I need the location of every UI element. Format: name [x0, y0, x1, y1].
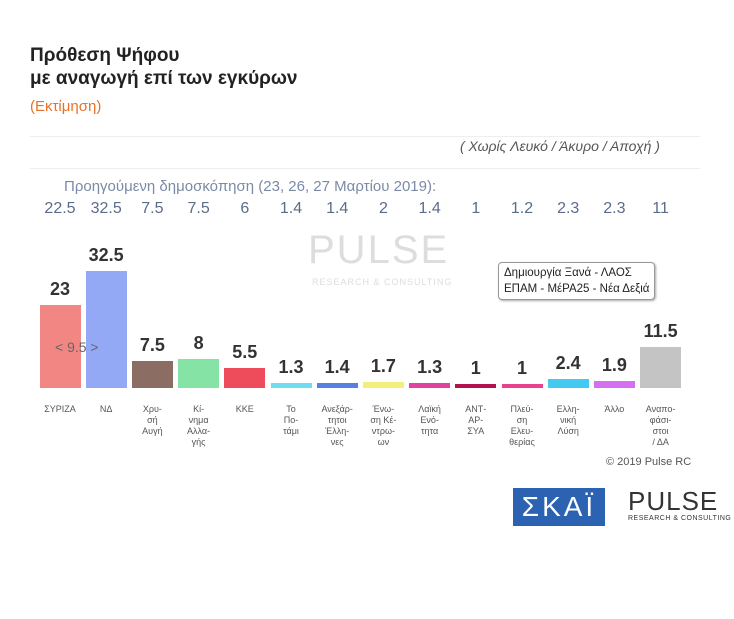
- value-label: 1.3: [278, 357, 304, 378]
- previous-label: Προηγούμενη δημοσκόπηση (23, 26, 27 Μαρτ…: [64, 178, 437, 195]
- grid-rule: [30, 136, 700, 137]
- bar: [455, 384, 497, 388]
- bar: [501, 384, 543, 388]
- value-label: 1.7: [370, 355, 396, 376]
- logo-skai: ΣΚΑΪ: [513, 488, 605, 526]
- copyright: © 2019 Pulse RC: [606, 456, 692, 468]
- chart-subtitle: (Εκτίμηση): [30, 98, 102, 115]
- value-label: 7.5: [139, 335, 165, 355]
- bar: [131, 361, 173, 388]
- bar: [178, 359, 220, 388]
- previous-value: 7.5: [187, 200, 210, 217]
- previous-value: 32.5: [90, 200, 122, 217]
- bar: [547, 379, 589, 388]
- watermark-sub: RESEARCH & CONSULTING: [312, 277, 453, 287]
- bar: [409, 383, 451, 388]
- gap-annotation: < 9.5 >: [55, 339, 99, 355]
- callout: Δημιουργία Ξανά - ΛΑΟΣ ΕΠΑΜ - ΜέΡΑ25 - Ν…: [498, 262, 656, 300]
- value-label: 23: [49, 279, 71, 300]
- previous-value: 6: [240, 200, 250, 217]
- x-tick-label: Ένω- ση Κέ- ντρω- ων: [370, 404, 397, 447]
- value-label: 1.4: [324, 356, 350, 377]
- previous-value: 1.2: [510, 200, 534, 217]
- bar: [270, 383, 312, 388]
- value-label: 1: [470, 358, 481, 379]
- previous-value: 2: [378, 200, 388, 217]
- x-tick-label: Κί- νημα Αλλα- γής: [187, 404, 211, 447]
- x-tick-label: ΑΝΤ- ΑΡ- ΣΥΑ: [465, 404, 487, 436]
- bar: [362, 381, 404, 388]
- x-tick-label: Λαϊκή Ενό- τητα: [418, 404, 441, 436]
- previous-value: 2.3: [603, 200, 626, 217]
- logo-pulse: PULSE: [628, 486, 719, 516]
- previous-value: 1.4: [326, 200, 349, 217]
- watermark: PULSE: [308, 228, 450, 272]
- bar: [224, 368, 266, 388]
- x-tick-label: ΝΔ: [99, 404, 113, 414]
- x-tick-label: Χρυ- σή Αυγή: [142, 404, 163, 436]
- x-tick-label: ΚΚΕ: [235, 404, 254, 414]
- value-label: 1.3: [417, 357, 443, 378]
- previous-value: 7.5: [141, 200, 164, 217]
- previous-value: 22.5: [44, 200, 76, 217]
- value-label: 8: [193, 333, 204, 354]
- x-tick-label: Ελλη- νική Λύση: [556, 404, 580, 436]
- value-label: 32.5: [88, 245, 124, 265]
- grid-rule: [30, 168, 700, 169]
- x-tick-label: ΣΥΡΙΖΑ: [44, 404, 76, 414]
- value-label: 1.9: [601, 355, 627, 376]
- bar: [85, 271, 127, 388]
- x-tick-label: Ανεξάρ- τητοι Έλλη- νες: [321, 404, 353, 447]
- value-label: 1: [516, 358, 527, 379]
- logo-pulse-sub: RESEARCH & CONSULTING: [628, 515, 732, 522]
- value-label: 5.5: [232, 342, 258, 363]
- previous-value: 1.4: [279, 200, 303, 217]
- note: ( Χωρίς Λευκό / Άκυρο / Αποχή ): [460, 138, 660, 154]
- bar: [593, 381, 635, 388]
- value-label: 11.5: [643, 320, 678, 341]
- bar: [316, 382, 358, 388]
- previous-value: 11: [652, 200, 669, 217]
- previous-value: 2.3: [557, 200, 580, 217]
- x-tick-label: Αναπο- φάσι- στοι / ΔΑ: [645, 404, 676, 447]
- value-label: 2.4: [555, 353, 581, 374]
- x-tick-label: Πλεύ- ση Ελευ- θερίας: [509, 404, 535, 447]
- bar: [39, 305, 81, 388]
- previous-value: 1: [471, 200, 481, 217]
- chart-title: Πρόθεση Ψήφου με αναγωγή επί των εγκύρων: [30, 45, 298, 89]
- x-tick-label: Άλλο: [604, 404, 625, 414]
- bar: [640, 346, 682, 388]
- previous-value: 1.4: [418, 200, 441, 217]
- x-tick-label: Το Πο- τάμι: [283, 404, 299, 436]
